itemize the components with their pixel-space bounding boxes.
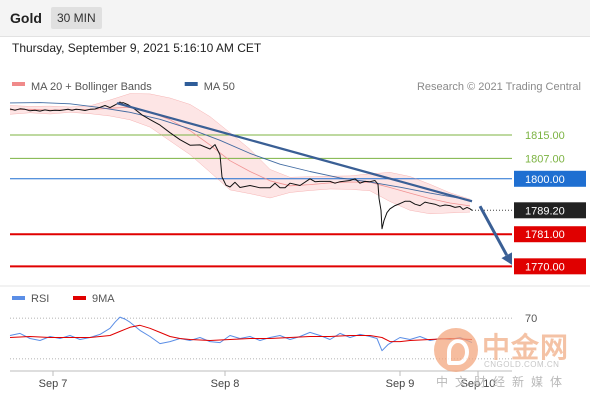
level-badge-1800.00 [514,170,586,187]
legend-label-ma-50: MA 50 [204,81,235,93]
bollinger-band-fill [10,93,470,214]
rsi-legend-label-9ma: 9MA [92,293,115,305]
forecast-arrow-head [501,252,512,265]
copyright-text: Research © 2021 Trading Central [417,81,581,93]
x-tick-label-sep-10: Sep 10 [461,378,496,390]
cngold-watermark: 中金网 CNGOLD.COM.CN 中文财经新媒体 [432,326,582,389]
x-tick-label-sep-8: Sep 8 [211,378,240,390]
series-ma-50 [9,102,473,201]
legend-label-ma-20-bollinger-bands: MA 20 + Bollinger Bands [31,81,152,93]
rsi-level-label-70: 70 [525,313,537,325]
rsi-legend-swatch-rsi [12,296,25,300]
timeframe-badge[interactable]: 30 MIN [51,7,102,29]
series-trendline [116,102,473,203]
legend-swatch-ma-50 [184,82,198,86]
header-bar: Gold 30 MIN [0,0,590,37]
forecast-arrow-shaft [478,205,509,256]
level-badge-1789.20 [514,202,586,219]
rsi-series-9ma [9,324,473,343]
report-timestamp: Thursday, September 9, 2021 5:16:10 AM C… [12,41,262,55]
level-label-1789.20: 1789.20 [525,205,565,217]
watermark-tagline: 中文财经新媒体 [436,375,570,389]
legend-swatch-ma-20-bollinger-bands [12,82,25,86]
x-tick-label-sep-7: Sep 7 [39,378,68,390]
rsi-series-rsi [9,316,473,352]
series-bollinger-lower [9,112,471,215]
symbol-name: Gold [10,10,42,26]
watermark-domain: CNGOLD.COM.CN [484,360,560,369]
level-label-1781.00: 1781.00 [525,229,565,241]
level-label-1770.00: 1770.00 [525,261,565,273]
level-label-1807.00: 1807.00 [525,153,565,165]
level-label-1800.00: 1800.00 [525,174,565,186]
cngold-logo-icon [434,328,478,372]
x-tick-label-sep-9: Sep 9 [386,378,415,390]
level-label-1815.00: 1815.00 [525,130,565,142]
level-badge-1781.00 [514,226,586,243]
series-price [9,101,473,230]
rsi-legend-swatch-9ma [73,296,86,300]
level-badge-1770.00 [514,258,586,275]
watermark-title: 中金网 [482,332,570,363]
rsi-legend-label-rsi: RSI [31,293,49,305]
